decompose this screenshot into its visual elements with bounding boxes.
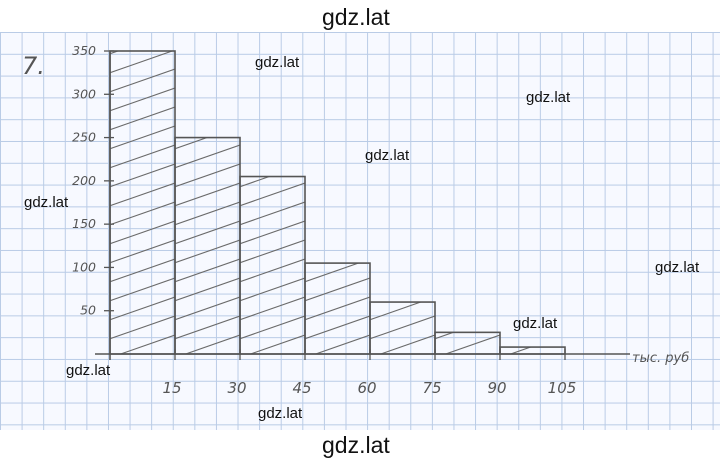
y-tick-label: 100 bbox=[72, 259, 96, 274]
y-tick-label: 150 bbox=[72, 216, 96, 231]
y-tick-label: 300 bbox=[72, 86, 96, 101]
bar-hatching bbox=[175, 137, 240, 354]
bar-hatching bbox=[305, 263, 370, 355]
watermark: gdz.lat bbox=[24, 194, 69, 211]
bar-hatching bbox=[435, 332, 500, 355]
histogram-bar bbox=[499, 346, 566, 355]
watermark: gdz.lat bbox=[365, 147, 410, 164]
hatch-layer bbox=[110, 51, 565, 355]
x-tick-label: 15 bbox=[162, 379, 181, 397]
x-tick-label: 60 bbox=[357, 379, 376, 397]
bar-hatching bbox=[370, 302, 435, 354]
watermark: gdz.lat bbox=[655, 259, 700, 276]
watermark: gdz.lat bbox=[66, 362, 111, 379]
y-tick-label: 200 bbox=[72, 173, 96, 188]
watermark: gdz.lat bbox=[513, 315, 558, 332]
watermark: gdz.lat bbox=[322, 4, 390, 30]
x-ticks: 15 30 45 60 75 90 105 bbox=[162, 349, 576, 397]
bar-hatching bbox=[240, 176, 305, 354]
task-number: 7. bbox=[22, 52, 45, 80]
axes-layer bbox=[95, 52, 630, 360]
x-tick-label: 45 bbox=[292, 379, 311, 397]
histogram-bar bbox=[174, 136, 241, 355]
watermark: gdz.lat bbox=[322, 432, 390, 458]
x-tick-label: 90 bbox=[487, 379, 506, 397]
y-ticks: 50 100 150 200 250 300 350 bbox=[72, 43, 114, 318]
watermark: gdz.lat bbox=[258, 405, 303, 422]
bar-hatching bbox=[110, 51, 175, 354]
y-tick-label: 350 bbox=[72, 43, 96, 58]
watermark: gdz.lat bbox=[526, 89, 571, 106]
x-tick-label: 75 bbox=[422, 379, 441, 397]
x-axis-label: тыс. руб bbox=[632, 351, 689, 366]
watermark: gdz.lat bbox=[255, 54, 300, 71]
x-tick-label: 105 bbox=[548, 379, 577, 397]
graph-paper-grid bbox=[0, 32, 720, 430]
y-tick-label: 50 bbox=[80, 303, 96, 318]
x-tick-label: 30 bbox=[227, 379, 246, 397]
y-tick-label: 250 bbox=[72, 130, 96, 145]
